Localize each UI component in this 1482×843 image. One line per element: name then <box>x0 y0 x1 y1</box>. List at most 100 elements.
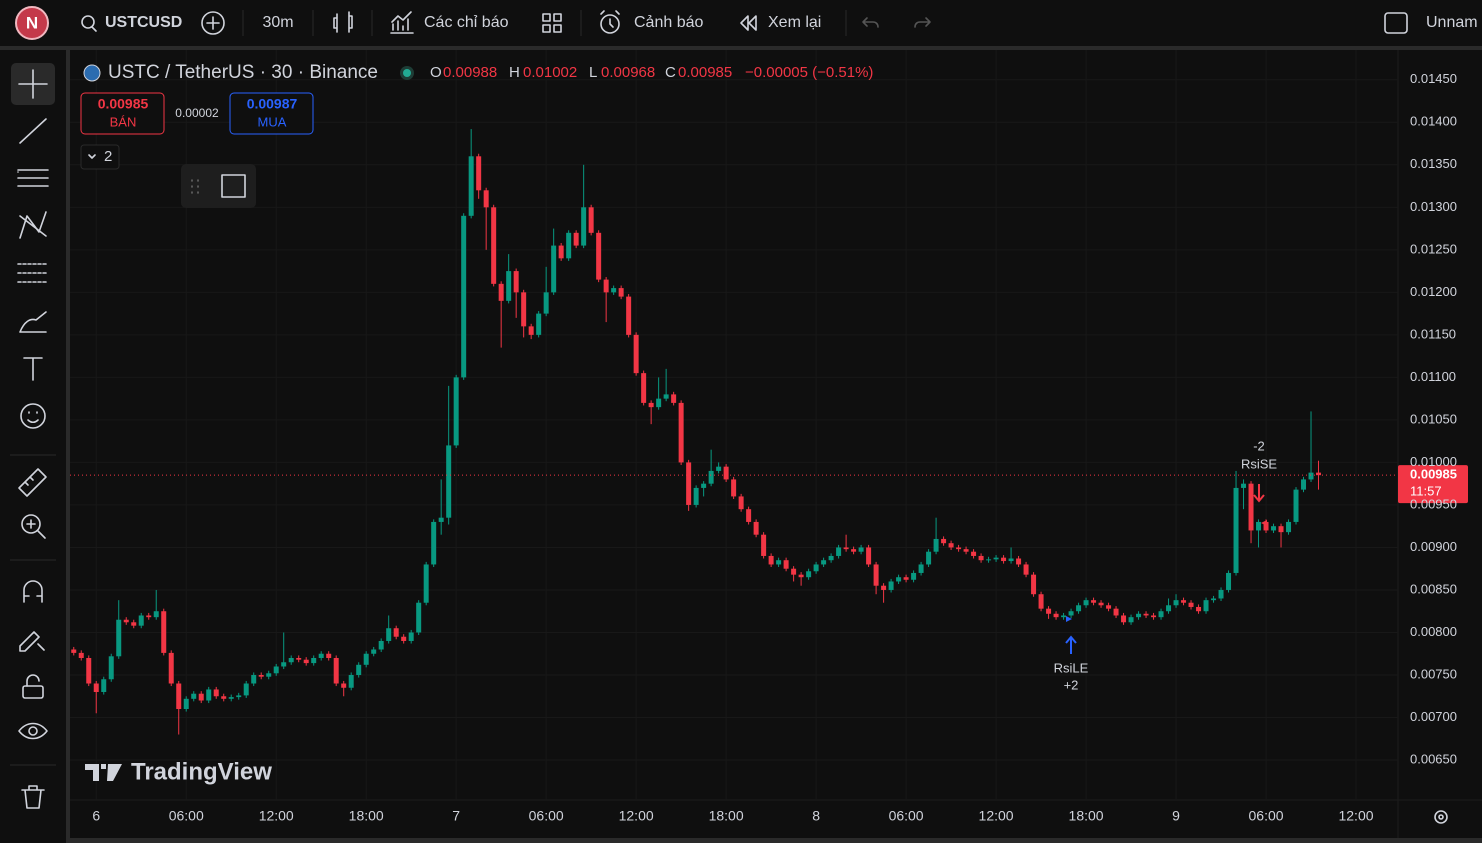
candle-body <box>281 662 287 667</box>
candle-body <box>333 657 339 684</box>
chevron <box>88 154 96 159</box>
spread: 0.00002 <box>175 106 219 120</box>
candle-body <box>131 622 137 626</box>
search-icon[interactable] <box>81 15 95 29</box>
replay-icon[interactable] <box>740 15 757 31</box>
candle-body <box>401 636 407 641</box>
alerts-button[interactable]: Cảnh báo <box>634 14 703 31</box>
y-tick-label: 0.01000 <box>1410 454 1457 469</box>
candle-body <box>821 560 827 565</box>
indicators-button[interactable]: Các chỉ báo <box>424 14 509 31</box>
delete-tool[interactable] <box>21 785 45 809</box>
drag-handle[interactable] <box>191 179 199 194</box>
legend: USTC / TetherUS · 30 · Binance O 0.00988… <box>80 62 873 208</box>
crosshair-tool[interactable] <box>18 69 48 99</box>
candle-body <box>1001 557 1007 562</box>
visibility-tool <box>28 726 38 736</box>
candle-body <box>1203 600 1209 612</box>
trend-line-tool[interactable] <box>19 118 47 144</box>
candle-body <box>513 271 519 293</box>
chart-type-icon[interactable] <box>333 11 353 33</box>
candle-body <box>633 334 639 374</box>
candle-body <box>1076 605 1082 612</box>
candle-body <box>603 279 609 293</box>
y-tick-label: 0.00900 <box>1410 539 1457 554</box>
candle-body <box>978 555 984 561</box>
settings-icon[interactable] <box>1434 810 1448 824</box>
candle-body <box>423 564 429 603</box>
measure-tool[interactable] <box>18 468 47 497</box>
sell-label: BÁN <box>110 114 137 129</box>
symbol[interactable]: USTCUSD <box>105 14 182 31</box>
candle-body <box>1121 615 1127 623</box>
candle-body <box>1286 521 1292 533</box>
interval[interactable]: 30m <box>262 14 293 31</box>
candle-body <box>453 377 459 446</box>
redo[interactable] <box>914 17 931 28</box>
candle-body <box>1271 526 1277 531</box>
high-label: H <box>509 64 520 81</box>
low-value: 0.00968 <box>601 64 655 81</box>
sell-button[interactable] <box>80 92 165 135</box>
candle-body <box>506 271 512 301</box>
y-tick-label: 0.01400 <box>1410 114 1457 129</box>
x-tick-label: 9 <box>1172 808 1180 824</box>
layout-name[interactable]: Unnam <box>1426 14 1478 31</box>
indicators-toggle[interactable] <box>80 144 120 170</box>
add-symbol-icon <box>206 16 220 30</box>
annotation-quantity: +2 <box>1064 677 1079 692</box>
buy-button[interactable] <box>229 92 314 135</box>
select-rect-tool[interactable] <box>221 174 246 198</box>
candle-body <box>798 574 804 578</box>
candle-body <box>258 675 264 677</box>
candle-body <box>303 659 309 664</box>
templates-icon[interactable] <box>542 13 562 33</box>
candle-body <box>558 245 564 259</box>
undo[interactable] <box>862 17 879 28</box>
candle-body <box>1301 479 1307 490</box>
avatar[interactable] <box>15 6 49 40</box>
fib-tool[interactable] <box>17 169 49 187</box>
high-value: 0.01002 <box>523 64 577 81</box>
candle-body <box>198 693 204 701</box>
candle-body <box>116 619 122 657</box>
pattern-tool[interactable] <box>19 211 47 239</box>
indicators-icon[interactable] <box>390 11 414 34</box>
brush-tool[interactable] <box>19 311 47 333</box>
low-label: L <box>589 64 597 81</box>
candle-body <box>1068 611 1074 616</box>
replay-button[interactable]: Xem lại <box>768 14 821 31</box>
layout-icon[interactable] <box>1384 12 1408 34</box>
icon-tool[interactable] <box>20 403 46 429</box>
candle-body <box>1136 613 1142 618</box>
alert-icon[interactable] <box>600 14 620 34</box>
candle-body <box>206 689 212 701</box>
zoom-tool[interactable] <box>21 514 41 534</box>
candle-body <box>746 509 752 522</box>
x-tick-label: 06:00 <box>1249 808 1284 824</box>
y-tick-label: 0.01100 <box>1410 369 1456 384</box>
buy-arrow <box>1065 635 1077 654</box>
candle-body <box>663 394 669 399</box>
x-tick-label: 06:00 <box>169 808 204 824</box>
candle-body <box>243 683 249 696</box>
lock-tool[interactable] <box>22 685 44 699</box>
candle-body <box>1233 487 1239 573</box>
draw-mode-tool[interactable] <box>19 631 45 652</box>
y-tick-label: 0.01150 <box>1410 326 1456 341</box>
visibility-tool[interactable] <box>18 722 48 740</box>
candle-body <box>108 656 114 680</box>
add-symbol[interactable] <box>201 11 225 35</box>
candle-body <box>356 664 362 675</box>
candle-body <box>408 632 414 641</box>
forecast-tool[interactable] <box>17 263 49 283</box>
candle-body <box>1248 483 1254 531</box>
candle-body <box>986 559 992 561</box>
countdown: 11:57 <box>1410 484 1442 499</box>
magnet-tool[interactable] <box>23 580 43 603</box>
candle-body <box>1016 558 1022 565</box>
candle-body <box>843 547 849 550</box>
text-tool[interactable] <box>23 357 43 381</box>
watermark: TradingView <box>85 758 272 785</box>
candle-body <box>806 571 812 578</box>
